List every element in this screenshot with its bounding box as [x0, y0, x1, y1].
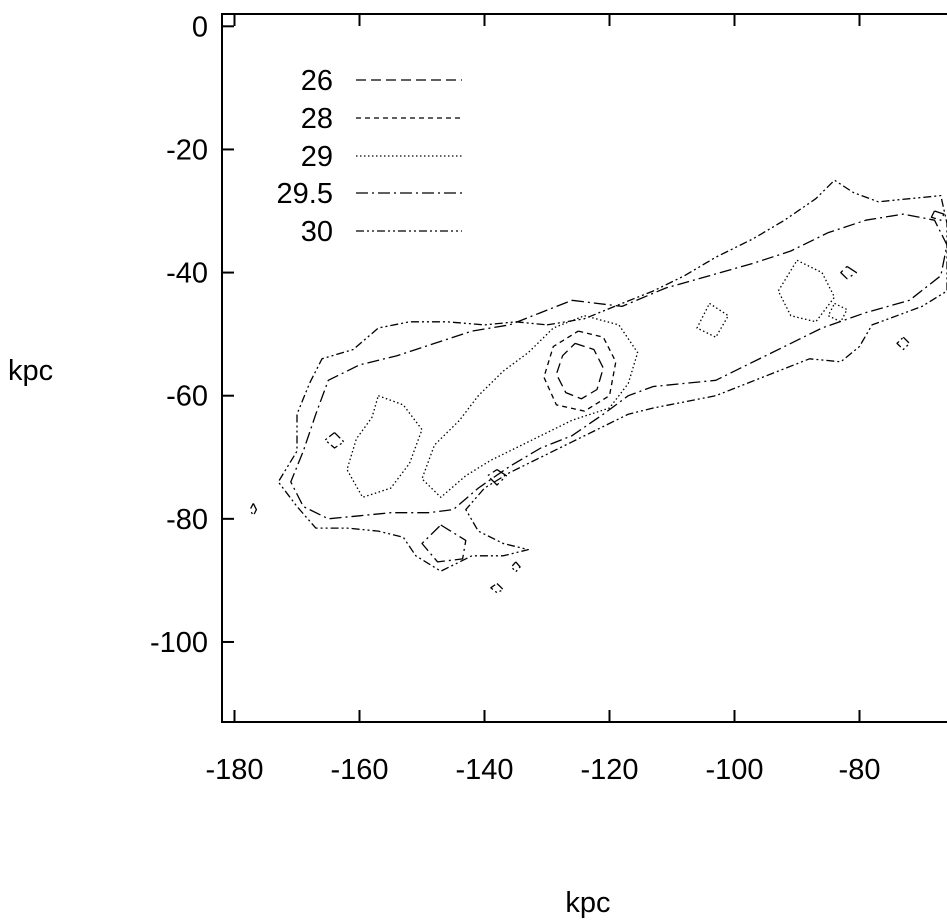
contour-lines [249, 179, 947, 594]
contour-level-29 [696, 302, 729, 338]
legend: 26 28 29 29.5 30 [277, 65, 462, 248]
contour-level-30 [490, 582, 504, 594]
contour-level-29 [827, 302, 848, 323]
contour-level-30 [510, 561, 521, 573]
x-tick-label: -140 [455, 754, 513, 786]
plot-frame [221, 13, 947, 723]
contour-level-30 [324, 432, 345, 449]
x-tick-label: -100 [705, 754, 763, 786]
contour-level-29-5 [840, 265, 858, 280]
contour-level-29-5 [930, 210, 945, 221]
legend-label: 29 [301, 141, 333, 173]
y-tick-label: -60 [166, 381, 208, 413]
x-axis-title: kpc [565, 887, 610, 919]
x-tick-label: -80 [839, 754, 881, 786]
contour-level-30 [277, 179, 947, 572]
contour-level-28 [543, 330, 617, 412]
contour-level-30 [896, 336, 911, 351]
contour-level-29 [421, 315, 639, 498]
x-tick-label: -180 [205, 754, 263, 786]
legend-label: 26 [301, 65, 333, 97]
legend-label: 28 [301, 103, 333, 135]
contour-level-26 [555, 342, 604, 400]
y-tick-label: 0 [192, 11, 208, 43]
contour-level-29-5 [249, 503, 258, 517]
contour-level-29 [777, 259, 836, 323]
x-tick-label: -120 [580, 754, 638, 786]
y-tick-label: -40 [166, 258, 208, 290]
y-tick-label: -80 [166, 504, 208, 536]
contour-level-29-5 [421, 524, 467, 563]
x-tick-label: -160 [330, 754, 388, 786]
y-axis-title: kpc [8, 355, 53, 387]
contour-level-29-5 [290, 213, 947, 520]
y-tick-label: -100 [150, 627, 208, 659]
legend-label: 29.5 [277, 178, 333, 210]
contour-level-29 [346, 395, 423, 498]
legend-label: 30 [301, 216, 333, 248]
plot-axes: -180 -160 -140 -120 -100 -80 0 -20 -40 -60 -80 -100 [150, 11, 947, 786]
contour-level-29-5 [486, 469, 508, 486]
y-tick-label: -20 [166, 134, 208, 166]
